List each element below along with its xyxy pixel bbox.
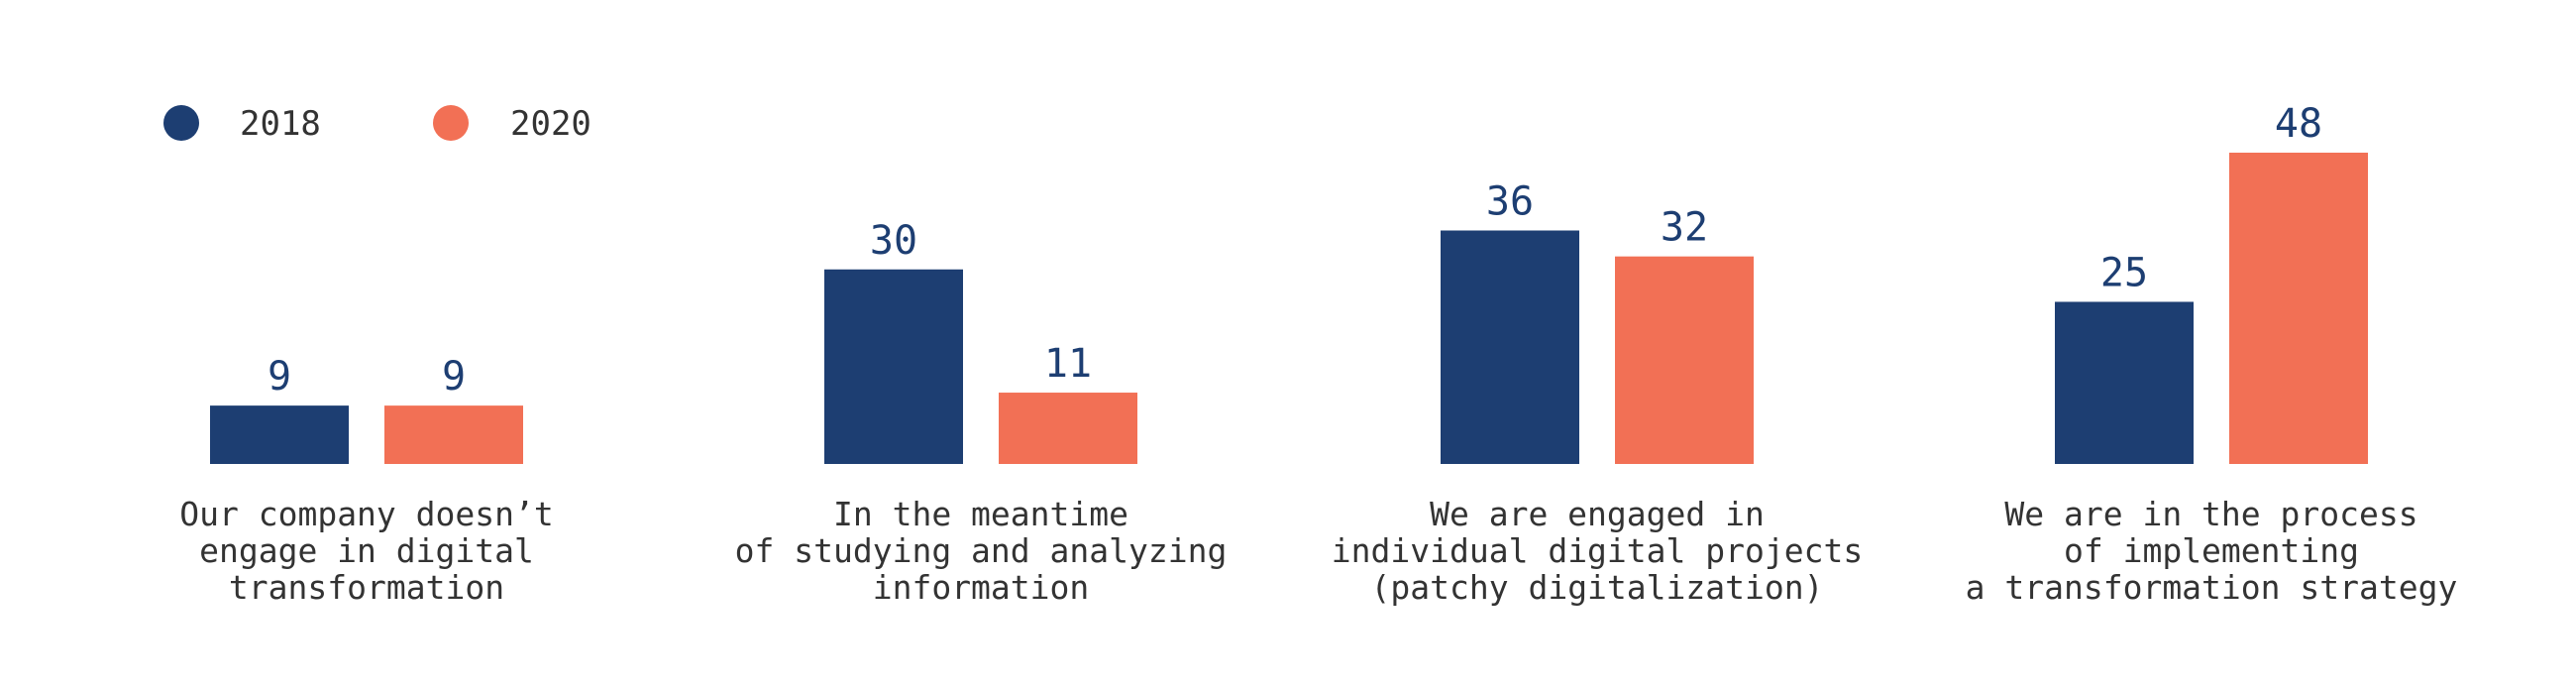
value-label-2018-cat3: 36 [1486, 179, 1534, 225]
category-label-line: Our company doesn’t [179, 495, 554, 533]
value-label-2018-cat2: 30 [870, 218, 917, 264]
legend-label-2020: 2020 [510, 104, 591, 144]
value-labels: 9 9 30 11 36 32 25 48 [268, 101, 2322, 400]
value-label-2020-cat4: 48 [2275, 101, 2322, 147]
category-labels: Our company doesn’t engage in digital tran… [179, 495, 2457, 607]
value-label-2018-cat4: 25 [2100, 250, 2148, 295]
category-label-line: transformation [229, 568, 504, 607]
category-label-line: (patchy digitalization) [1371, 568, 1824, 607]
bar-2018-cat4 [2055, 301, 2194, 464]
category-label-line: of studying and analyzing [735, 531, 1228, 570]
bar-2018-cat2 [824, 269, 963, 464]
category-label-4: We are in the process of implementing a tr… [1966, 495, 2458, 607]
bar-2018-cat1 [210, 405, 349, 464]
category-label-line: a transformation strategy [1966, 568, 2458, 607]
category-label-3: We are engaged in individual digital proj… [1332, 495, 1863, 607]
value-label-2018-cat1: 9 [268, 354, 291, 400]
bar-2020-cat2 [999, 393, 1137, 464]
value-label-2020-cat1: 9 [442, 354, 466, 400]
legend-swatch-2018 [163, 105, 199, 141]
category-label-line: information [873, 568, 1090, 607]
legend-swatch-2020 [433, 105, 469, 141]
category-label-line: We are in the process [2004, 495, 2417, 533]
category-label-2: In the meantime of studying and analyzing… [735, 495, 1228, 607]
category-label-line: individual digital projects [1332, 531, 1863, 570]
legend-label-2018: 2018 [240, 104, 321, 144]
bar-2018-cat3 [1441, 230, 1579, 464]
category-label-1: Our company doesn’t engage in digital tran… [179, 495, 554, 607]
bar-2020-cat3 [1615, 256, 1754, 464]
bar-2020-cat1 [384, 405, 523, 464]
value-label-2020-cat3: 32 [1661, 205, 1708, 251]
legend: 2018 2020 [163, 104, 591, 144]
category-label-line: In the meantime [833, 495, 1128, 533]
bar-2020-cat4 [2229, 153, 2368, 464]
category-label-line: of implementing [2064, 531, 2359, 570]
category-label-line: We are engaged in [1430, 495, 1765, 533]
value-label-2020-cat2: 11 [1044, 341, 1092, 387]
category-label-line: engage in digital [199, 531, 534, 570]
bars [210, 153, 2368, 464]
